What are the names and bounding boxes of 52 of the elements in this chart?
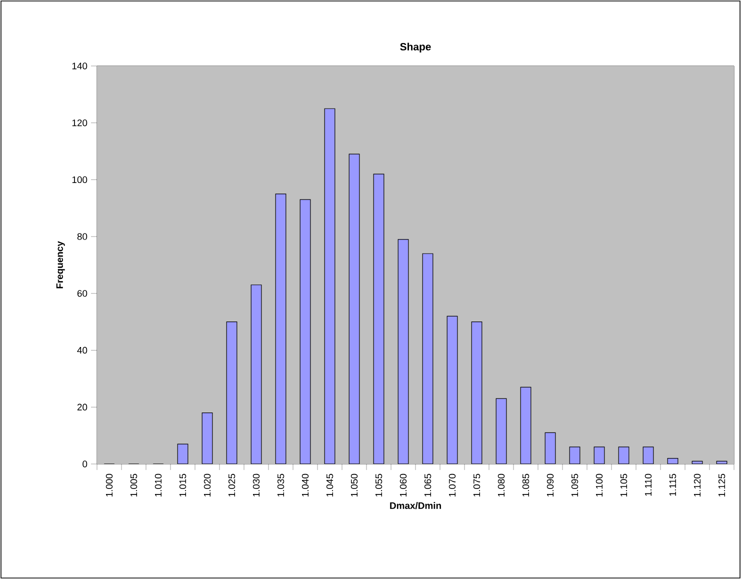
- bar: [496, 398, 507, 464]
- x-tick-label: 1.050: [350, 474, 358, 496]
- bar: [446, 316, 458, 464]
- bar: [348, 154, 360, 464]
- x-tick-label: 1.075: [473, 474, 480, 496]
- chart-title: Shape: [400, 42, 431, 52]
- y-axis-title: Frequency: [56, 241, 65, 288]
- x-tick-label: 1.010: [154, 474, 162, 496]
- x-tick-label: 1.045: [326, 474, 334, 496]
- y-tick-label: 100: [72, 176, 88, 184]
- bar: [275, 194, 286, 464]
- bar: [373, 174, 384, 464]
- x-tick-label: 1.035: [277, 474, 284, 496]
- y-tick-label: 140: [72, 62, 88, 70]
- x-tick-label: 1.070: [448, 474, 456, 496]
- x-tick-label: 1.000: [106, 474, 113, 496]
- y-tick-label: 40: [77, 346, 88, 354]
- bar: [520, 386, 532, 464]
- x-tick-label: 1.055: [375, 474, 382, 496]
- x-tick-label: 1.100: [596, 474, 603, 496]
- bar: [250, 284, 262, 464]
- bar: [544, 432, 556, 464]
- bar: [422, 253, 434, 464]
- y-tick-label: 0: [82, 460, 88, 468]
- y-tick-label: 120: [72, 119, 88, 126]
- bar: [398, 239, 409, 464]
- x-axis-title: Dmax/Dmin: [390, 502, 441, 510]
- bar: [202, 412, 213, 464]
- x-tick-label: 1.065: [424, 474, 432, 496]
- x-tick-label: 1.125: [718, 474, 726, 496]
- x-tick-label: 1.005: [130, 474, 138, 496]
- x-tick-label: 1.015: [179, 474, 186, 496]
- x-tick-label: 1.020: [204, 474, 211, 496]
- x-tick-label: 1.060: [400, 474, 407, 496]
- x-tick-label: 1.105: [620, 474, 628, 496]
- x-tick-label: 1.030: [252, 474, 260, 496]
- x-tick-label: 1.085: [522, 474, 530, 496]
- x-tick-label: 1.090: [546, 474, 554, 496]
- x-tick-label: 1.115: [669, 474, 676, 496]
- bar: [226, 322, 238, 464]
- x-tick-label: 1.095: [571, 474, 578, 496]
- x-tick-label: 1.080: [498, 474, 505, 496]
- x-tick-label: 1.025: [228, 474, 236, 496]
- y-tick-label: 80: [77, 233, 88, 240]
- x-tick-label: 1.040: [302, 474, 309, 496]
- x-tick-label: 1.110: [644, 474, 652, 496]
- bar: [324, 108, 336, 464]
- y-tick-label: 20: [77, 404, 88, 410]
- bar: [300, 199, 311, 464]
- bar: [471, 322, 482, 464]
- y-tick-label: 60: [77, 290, 88, 297]
- x-tick-label: 1.120: [694, 474, 701, 496]
